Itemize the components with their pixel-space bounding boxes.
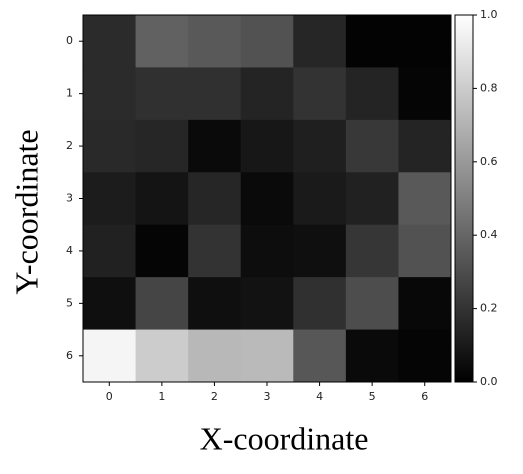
heatmap-cell xyxy=(345,67,399,121)
heatmap-cell xyxy=(293,224,347,278)
heatmap-cell xyxy=(83,329,137,383)
colorbar-tick-label: 0.6 xyxy=(480,155,498,168)
heatmap-cell xyxy=(293,172,347,226)
heatmap-cell xyxy=(398,67,452,121)
x-tick-label: 3 xyxy=(264,390,271,403)
colorbar-tick-label: 0.8 xyxy=(480,81,498,94)
x-tick-label: 0 xyxy=(106,390,113,403)
y-axis-label: Y-coordinate xyxy=(8,129,44,294)
heatmap-cell xyxy=(83,277,137,331)
heatmap-cell xyxy=(188,172,242,226)
y-tick-label: 6 xyxy=(66,349,73,362)
heatmap-cell xyxy=(240,67,294,121)
colorbar-tick-label: 1.0 xyxy=(480,8,498,21)
colorbar-tick-label: 0.0 xyxy=(480,375,498,388)
heatmap-cell xyxy=(188,15,242,68)
heatmap-cell xyxy=(345,224,399,278)
heatmap-cell xyxy=(293,329,347,383)
heatmap-cell xyxy=(345,119,399,173)
heatmap-cell xyxy=(135,172,189,226)
heatmap-cell xyxy=(135,224,189,278)
heatmap-cell xyxy=(135,119,189,173)
x-tick-label: 6 xyxy=(421,390,428,403)
heatmap-cell xyxy=(83,119,137,173)
colorbar xyxy=(454,14,474,383)
heatmap-cell xyxy=(398,224,452,278)
heatmap-cell xyxy=(293,119,347,173)
heatmap-cell xyxy=(83,172,137,226)
heatmap-cell xyxy=(188,119,242,173)
heatmap-cell xyxy=(135,277,189,331)
heatmap-cell xyxy=(398,119,452,173)
heatmap-cell xyxy=(83,15,137,68)
heatmap-cell xyxy=(293,277,347,331)
heatmap-cell xyxy=(240,277,294,331)
heatmap-cell xyxy=(398,172,452,226)
heatmap-cell xyxy=(240,172,294,226)
heatmap-cell xyxy=(83,224,137,278)
heatmap-cell xyxy=(188,329,242,383)
heatmap-cell xyxy=(398,15,452,68)
heatmap-cell xyxy=(188,224,242,278)
x-axis-label: X-coordinate xyxy=(200,420,369,456)
y-tick-label: 0 xyxy=(66,34,73,47)
heatmap-cell xyxy=(398,329,452,383)
x-tick-label: 2 xyxy=(211,390,218,403)
heatmap-cell xyxy=(135,15,189,68)
colorbar-tick-label: 0.2 xyxy=(480,302,498,315)
heatmap-cell xyxy=(345,329,399,383)
heatmap-cell xyxy=(240,15,294,68)
y-tick-label: 2 xyxy=(66,139,73,152)
heatmap-cell xyxy=(240,119,294,173)
heatmap-cell xyxy=(240,329,294,383)
heatmap-cell xyxy=(135,67,189,121)
heatmap-cell xyxy=(83,67,137,121)
heatmap-cell xyxy=(188,67,242,121)
x-tick-label: 5 xyxy=(369,390,376,403)
heatmap xyxy=(83,15,452,383)
heatmap-cell xyxy=(135,329,189,383)
heatmap-cell xyxy=(188,277,242,331)
x-tick-label: 1 xyxy=(158,390,165,403)
heatmap-cell xyxy=(345,172,399,226)
x-tick-label: 4 xyxy=(316,390,323,403)
heatmap-cell xyxy=(293,15,347,68)
heatmap-cell xyxy=(240,224,294,278)
y-tick-label: 4 xyxy=(66,244,73,257)
y-tick-label: 3 xyxy=(66,192,73,205)
heatmap-cell xyxy=(398,277,452,331)
y-tick-label: 1 xyxy=(66,87,73,100)
colorbar-tick-label: 0.4 xyxy=(480,228,498,241)
y-tick-label: 5 xyxy=(66,296,73,309)
heatmap-cell xyxy=(293,67,347,121)
heatmap-cell xyxy=(345,15,399,68)
heatmap-cell xyxy=(345,277,399,331)
